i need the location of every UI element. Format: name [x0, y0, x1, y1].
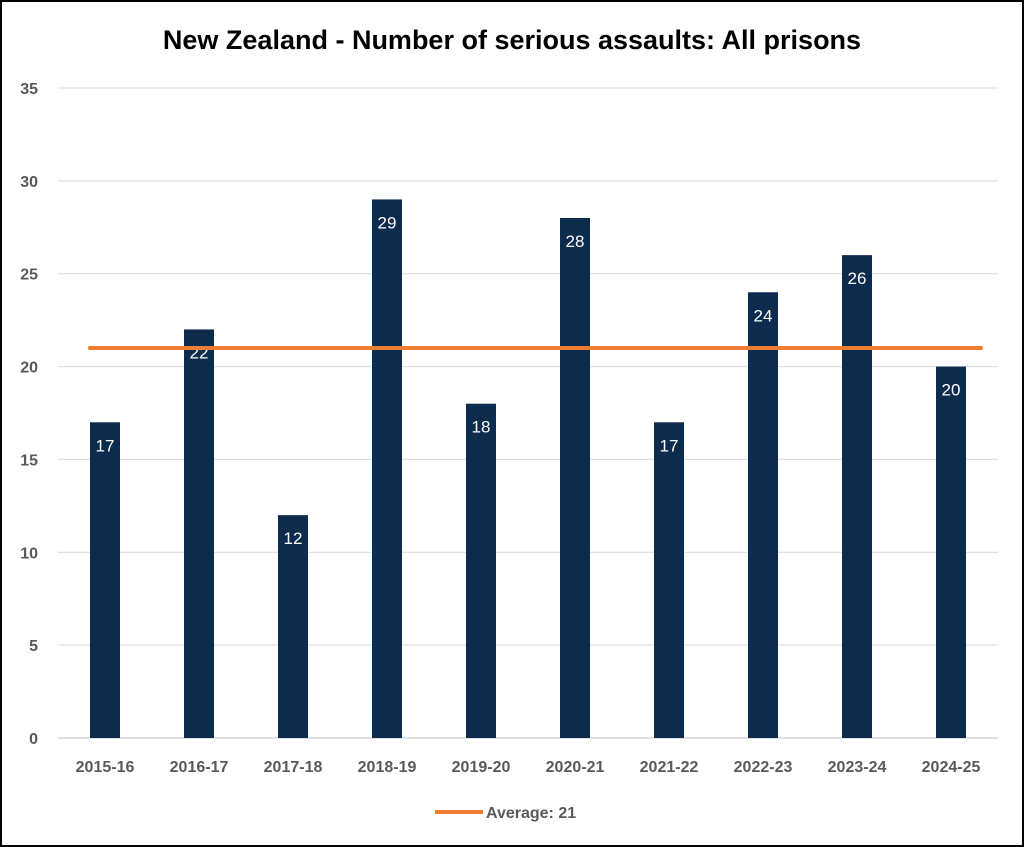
bar	[842, 255, 872, 738]
data-label: 29	[378, 213, 397, 232]
data-label: 17	[660, 436, 679, 455]
x-tick-label: 2021-22	[640, 759, 699, 776]
y-tick-label: 30	[20, 174, 38, 191]
data-label: 17	[96, 436, 115, 455]
data-label: 12	[284, 529, 303, 548]
y-tick-label: 20	[20, 360, 38, 377]
x-tick-label: 2017-18	[264, 759, 323, 776]
gridlines	[58, 87, 998, 739]
x-tick-label: 2022-23	[734, 759, 793, 776]
y-tick-label: 10	[20, 545, 38, 562]
x-tick-label: 2023-24	[828, 759, 887, 776]
legend: Average: 21	[435, 805, 576, 822]
x-axis: 2015-16 2016-17 2017-18 2018-19 2019-20 2020-…	[76, 759, 981, 776]
x-tick-label: 2020-21	[546, 759, 605, 776]
y-tick-label: 35	[20, 81, 38, 98]
y-tick-label: 0	[29, 731, 38, 748]
data-label: 18	[472, 418, 491, 437]
y-tick-label: 5	[29, 638, 38, 655]
data-label: 24	[754, 306, 773, 325]
data-label: 20	[942, 381, 961, 400]
y-tick-label: 15	[20, 452, 38, 469]
data-label: 26	[848, 269, 867, 288]
data-label: 28	[566, 232, 585, 251]
x-tick-label: 2024-25	[922, 759, 981, 776]
bar	[278, 515, 308, 738]
legend-average-label: Average: 21	[486, 805, 576, 822]
bar	[372, 199, 402, 738]
bar	[184, 329, 214, 738]
y-axis: 0 5 10 15 20 25 30 35	[20, 81, 38, 748]
y-tick-label: 25	[20, 267, 38, 284]
bar	[936, 366, 966, 738]
x-tick-label: 2018-19	[358, 759, 417, 776]
bar	[654, 422, 684, 738]
x-tick-label: 2019-20	[452, 759, 511, 776]
x-tick-label: 2015-16	[76, 759, 135, 776]
bar	[466, 403, 496, 738]
bar	[748, 292, 778, 738]
bar	[90, 422, 120, 738]
chart-title: New Zealand - Number of serious assaults…	[163, 25, 861, 55]
x-tick-label: 2016-17	[170, 759, 229, 776]
bar	[560, 218, 590, 738]
